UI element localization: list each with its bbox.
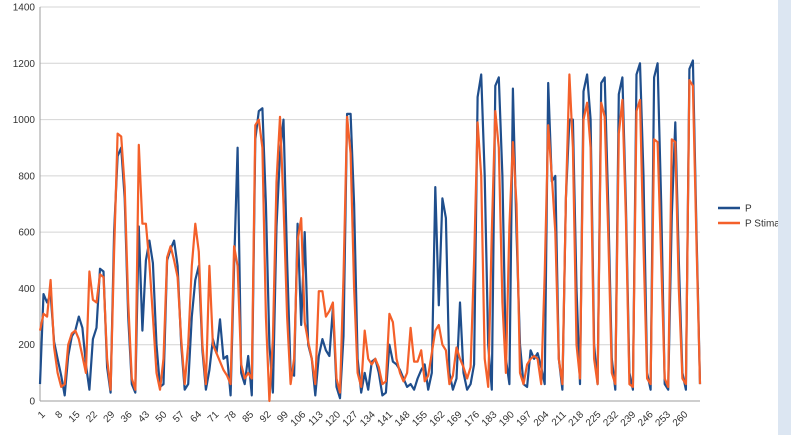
legend-label: P Stimata (745, 219, 789, 230)
x-tick-label: 155 (410, 409, 430, 429)
x-tick-label: 15 (67, 409, 83, 425)
x-tick-label: 113 (307, 409, 326, 428)
series-line-p-stimata (38, 73, 702, 403)
x-tick-label: 85 (241, 409, 257, 425)
x-tick-label: 239 (619, 409, 639, 429)
x-tick-label: 106 (289, 409, 309, 429)
x-tick-label: 190 (497, 409, 517, 429)
x-tick-label: 197 (515, 409, 535, 429)
x-tick-label: 57 (171, 409, 187, 425)
x-tick-label: 134 (358, 409, 378, 429)
x-tick-label: 64 (188, 409, 204, 425)
x-tick-label: 148 (393, 409, 413, 429)
x-tick-label: 253 (653, 409, 673, 429)
y-tick-label: 200 (18, 340, 35, 351)
x-tick-label: 176 (462, 409, 482, 429)
series-lines (38, 59, 702, 403)
x-tick-label: 8 (53, 409, 65, 421)
x-tick-label: 127 (341, 409, 361, 429)
y-tick-label: 400 (18, 284, 35, 295)
x-tick-label: 78 (223, 409, 239, 425)
x-tick-label: 22 (84, 409, 100, 425)
y-tick-label: 600 (18, 228, 35, 239)
x-tick-label: 50 (154, 409, 170, 425)
legend-label: P (745, 204, 752, 215)
x-tick-label: 92 (258, 409, 274, 425)
y-tick-label: 800 (18, 171, 35, 182)
y-tick-label: 1400 (13, 3, 36, 14)
x-tick-label: 1 (36, 409, 48, 421)
y-tick-label: 1000 (13, 115, 36, 126)
x-tick-label: 169 (445, 409, 465, 429)
x-tick-label: 225 (584, 409, 604, 429)
y-tick-label: 1200 (13, 59, 36, 70)
x-tick-label: 218 (567, 409, 587, 429)
x-tick-label: 29 (102, 409, 118, 425)
x-tick-label: 120 (323, 409, 343, 429)
y-tick-label: 0 (29, 397, 35, 408)
x-tick-label: 204 (532, 409, 552, 429)
x-tick-label: 246 (636, 409, 656, 429)
x-tick-label: 36 (119, 409, 135, 425)
legend: P P Stimata (718, 204, 789, 230)
x-tick-label: 183 (480, 409, 500, 429)
side-panel (778, 0, 791, 435)
x-tick-label: 141 (376, 409, 396, 429)
series-line-p (38, 59, 702, 400)
x-tick-label: 162 (428, 409, 448, 429)
x-tick-label: 260 (671, 409, 691, 429)
x-tick-label: 232 (601, 409, 621, 429)
x-tick-label: 43 (136, 409, 152, 425)
x-tick-label: 71 (206, 409, 222, 425)
x-tick-label: 211 (550, 409, 569, 428)
